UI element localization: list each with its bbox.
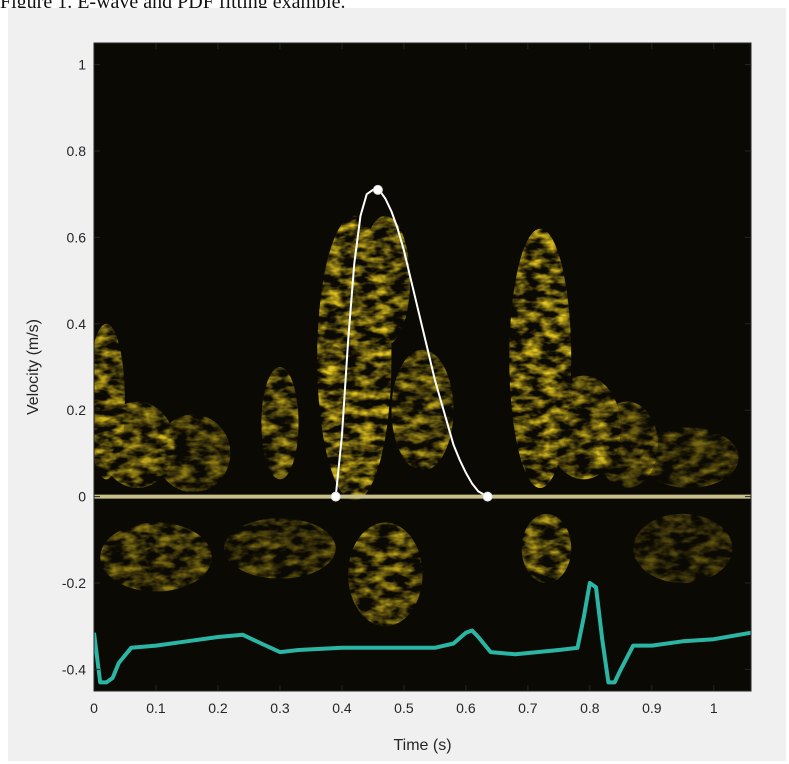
x-axis: 0 0.1 0.2 0.3 0.4 0.5 0.6 0.7 0.8 0.9 1 xyxy=(90,43,718,716)
x-tick-label: 0.8 xyxy=(580,700,600,716)
y-tick-label: 0.4 xyxy=(67,316,87,332)
fit-marker xyxy=(482,491,493,502)
x-tick-label: 0.1 xyxy=(146,700,166,716)
y-tick-label: -0.4 xyxy=(62,661,86,677)
x-tick-label: 1 xyxy=(710,700,718,716)
ecg-trace xyxy=(94,581,751,685)
x-axis-label: Time (s) xyxy=(393,737,451,754)
y-tick-label: 0.2 xyxy=(67,402,87,418)
doppler-spectrogram xyxy=(94,215,739,627)
fit-marker xyxy=(330,491,341,502)
y-axis: -0.4 -0.2 0 0.2 0.4 0.6 0.8 1 xyxy=(62,57,751,677)
x-tick-label: 0 xyxy=(90,700,98,716)
x-tick-label: 0.2 xyxy=(208,700,228,716)
x-tick-label: 0.9 xyxy=(642,700,662,716)
x-tick-label: 0.5 xyxy=(394,700,414,716)
x-tick-label: 0.3 xyxy=(270,700,290,716)
velocity-chart: 0 0.1 0.2 0.3 0.4 0.5 0.6 0.7 0.8 0.9 1 -0.4-0.200… xyxy=(25,42,752,754)
y-axis-label: Velocity (m/s) xyxy=(25,319,42,415)
pdf-fit-curve xyxy=(334,188,489,498)
y-tick-label: 1 xyxy=(78,57,86,73)
figure-panel: 0 0.1 0.2 0.3 0.4 0.5 0.6 0.7 0.8 0.9 1 -0.4 -0.2 0 0… xyxy=(8,8,786,761)
y-tick-label: 0.8 xyxy=(67,143,87,159)
y-tick-label: 0.6 xyxy=(67,229,87,245)
y-tick-label: 0 xyxy=(78,489,86,505)
x-tick-label: 0.7 xyxy=(518,700,538,716)
fit-marker xyxy=(372,184,383,195)
y-tick-label: -0.2 xyxy=(62,575,86,591)
x-tick-label: 0.6 xyxy=(456,700,476,716)
x-tick-label: 0.4 xyxy=(332,700,352,716)
plot-frame xyxy=(93,42,752,692)
